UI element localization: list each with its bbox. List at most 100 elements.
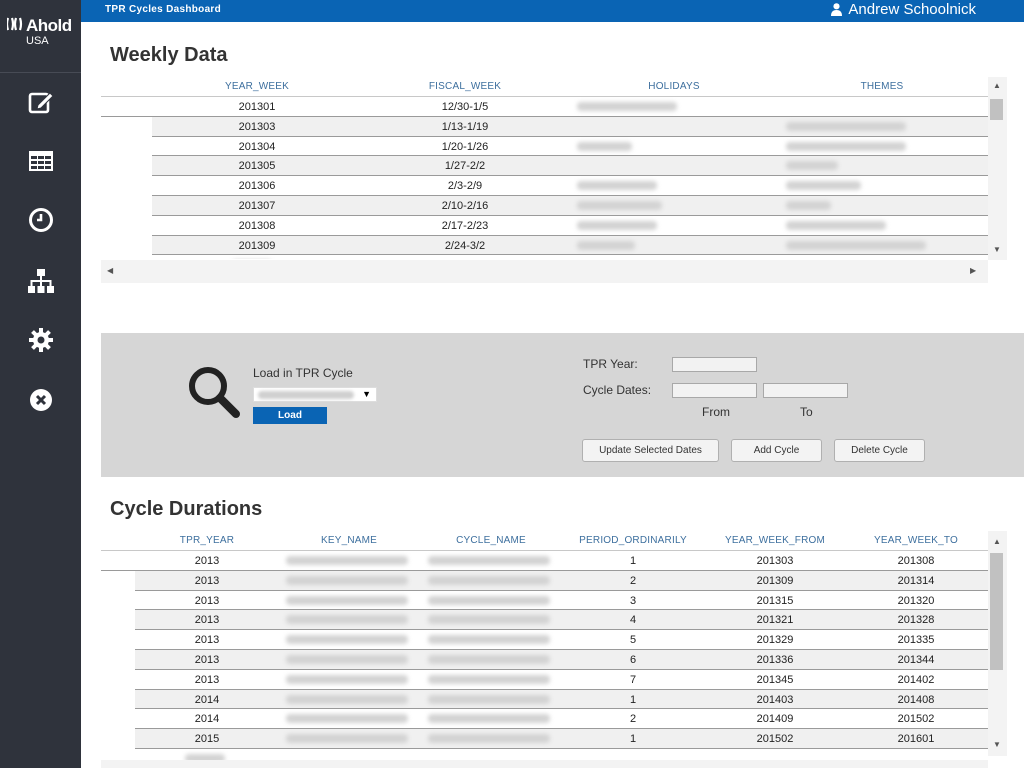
redacted-cycle-name (428, 595, 550, 605)
scroll-down-icon[interactable]: ▼ (993, 245, 1001, 254)
redacted-cycle-name (428, 654, 550, 664)
col-header-key-name[interactable]: KEY_NAME (320, 535, 378, 546)
redacted-theme (786, 240, 926, 250)
redacted-holiday (577, 220, 657, 230)
redacted-theme (786, 220, 886, 230)
table-row[interactable]: 2013 1 201303 201308 (101, 551, 988, 571)
update-selected-dates-button[interactable]: Update Selected Dates (582, 439, 719, 462)
sidebar-item-edit[interactable] (0, 77, 81, 127)
year-week-to-cell: 201328 (897, 614, 935, 627)
col-header-fiscal-week[interactable]: FISCAL_WEEK (428, 81, 502, 92)
col-header-themes[interactable]: THEMES (860, 81, 904, 92)
cycle-select[interactable]: ▼ (253, 387, 377, 402)
partial-row (185, 753, 225, 763)
table-row[interactable]: 2013 2 201309 201314 (135, 570, 988, 591)
year-week-cell: 201309 (238, 239, 276, 252)
table-row[interactable]: 2014 2 201409 201502 (135, 709, 988, 730)
close-icon (29, 389, 52, 411)
col-header-period-ordinarily[interactable]: PERIOD_ORDINARILY (579, 535, 687, 546)
table-row[interactable]: 201303 1/13-1/19 (152, 116, 988, 137)
redacted-key-name (286, 556, 408, 565)
year-week-cell: 201307 (238, 199, 276, 212)
weekly-horizontal-scrollbar[interactable]: ◀ ▶ (101, 260, 988, 283)
sidebar-item-close[interactable] (0, 375, 81, 425)
table-row[interactable]: 2013 4 201321 201328 (135, 610, 988, 631)
redacted-theme (786, 181, 861, 191)
col-header-tpr-year[interactable]: TPR_YEAR (179, 535, 235, 546)
fiscal-week-cell: 1/13-1/19 (441, 120, 489, 133)
brand-sub: USA (26, 35, 49, 47)
table-row[interactable]: 201309 2/24-3/2 (152, 235, 988, 256)
scroll-thumb[interactable] (990, 553, 1003, 670)
col-header-year-week-from[interactable]: YEAR_WEEK_FROM (724, 535, 826, 546)
col-header-cycle-name[interactable]: CYCLE_NAME (456, 535, 526, 546)
sidebar-item-hierarchy[interactable] (0, 256, 81, 306)
scroll-thumb[interactable] (990, 99, 1003, 120)
load-cycle-panel: Load in TPR Cycle ▼ Load TPR Year: Cycle… (101, 333, 1024, 477)
table-row[interactable]: 2015 1 201502 201601 (135, 729, 988, 749)
user-menu[interactable]: Andrew Schoolnick (831, 1, 976, 18)
scroll-up-icon[interactable]: ▲ (993, 537, 1001, 546)
load-button[interactable]: Load (253, 407, 327, 424)
table-row[interactable]: 2013 3 201315 201320 (135, 591, 988, 611)
scroll-left-icon[interactable]: ◀ (107, 266, 114, 275)
table-row[interactable]: 2013 6 201336 201344 (135, 649, 988, 670)
table-row[interactable] (152, 255, 988, 259)
cycles-vertical-scrollbar[interactable]: ▲ ▼ (988, 531, 1007, 756)
weekly-vertical-scrollbar[interactable]: ▲ ▼ (988, 77, 1007, 260)
col-header-year-week[interactable]: YEAR_WEEK (224, 81, 290, 92)
scroll-right-icon[interactable]: ▶ (970, 266, 977, 275)
table-row[interactable]: 201304 1/20-1/26 (152, 137, 988, 157)
table-row[interactable]: 2014 1 201403 201408 (135, 689, 988, 710)
redacted-theme (786, 121, 906, 131)
redacted-key-name (286, 595, 408, 605)
sidebar-item-settings[interactable] (0, 315, 81, 365)
redacted-cycle-name (428, 694, 550, 704)
col-header-year-week-to[interactable]: YEAR_WEEK_TO (874, 535, 958, 546)
delete-cycle-button[interactable]: Delete Cycle (834, 439, 925, 462)
scroll-up-icon[interactable]: ▲ (993, 81, 1001, 90)
table-row[interactable]: 2013 5 201329 201335 (135, 630, 988, 650)
scroll-down-icon[interactable]: ▼ (993, 740, 1001, 749)
year-week-from-cell: 201403 (756, 693, 794, 706)
table-row[interactable]: 201306 2/3-2/9 (152, 176, 988, 196)
sidebar-item-table[interactable] (0, 136, 81, 186)
year-week-from-cell: 201409 (756, 713, 794, 726)
cycles-grid-rows: 2013 1 201303 201308 2013 2 201309 20131… (101, 551, 988, 768)
table-row[interactable]: 201305 1/27-2/2 (152, 156, 988, 177)
table-row[interactable]: 201308 2/17-2/23 (152, 216, 988, 236)
year-week-to-cell: 201408 (897, 693, 935, 706)
redacted-holiday (577, 181, 657, 191)
year-week-from-cell: 201329 (756, 634, 794, 647)
redacted-cycle-name (428, 714, 550, 724)
period-cell: 1 (629, 693, 637, 706)
dashboard-title: TPR Cycles Dashboard (105, 4, 222, 15)
table-row[interactable]: 201301 12/30-1/5 (101, 97, 988, 117)
fiscal-week-cell: 2/24-3/2 (444, 239, 486, 252)
col-header-holidays[interactable]: HOLIDAYS (648, 81, 700, 92)
year-week-cell: 201308 (238, 219, 276, 232)
add-cycle-button[interactable]: Add Cycle (731, 439, 822, 462)
year-week-to-cell: 201601 (897, 733, 935, 746)
redacted-holiday (577, 240, 635, 250)
year-week-cell: 201305 (238, 160, 276, 173)
redacted-key-name (286, 635, 408, 645)
cycle-dates-label: Cycle Dates: (583, 383, 652, 397)
table-row[interactable]: 2013 7 201345 201402 (135, 670, 988, 690)
year-week-to-cell: 201320 (897, 594, 935, 607)
cycle-date-to-input[interactable] (763, 383, 848, 398)
year-week-cell: 201304 (238, 140, 276, 153)
selected-cycle-value (258, 391, 354, 399)
weekly-data-title: Weekly Data (110, 44, 228, 66)
redacted-key-name (286, 734, 408, 744)
tpr-year-cell: 2014 (194, 713, 220, 726)
tpr-year-input[interactable] (672, 357, 757, 372)
brand-logo[interactable]: Ahold USA (0, 0, 81, 73)
cycle-date-from-input[interactable] (672, 383, 757, 398)
fiscal-week-cell: 2/3-2/9 (447, 180, 483, 193)
tpr-year-label: TPR Year: (583, 357, 638, 371)
cycles-horizontal-scrollbar[interactable] (101, 760, 988, 768)
table-row[interactable]: 201307 2/10-2/16 (152, 195, 988, 216)
sidebar-item-history[interactable] (0, 195, 81, 245)
redacted-cycle-name (428, 635, 550, 645)
